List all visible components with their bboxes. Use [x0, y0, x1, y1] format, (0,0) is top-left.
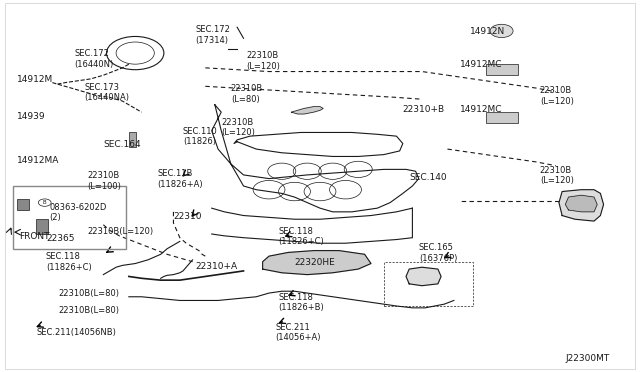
Text: B: B: [43, 200, 47, 205]
Text: SEC.118
(11826+C): SEC.118 (11826+C): [46, 253, 92, 272]
Text: 22310B
(L=120): 22310B (L=120): [246, 51, 280, 71]
Text: 08363-6202D
(2): 08363-6202D (2): [49, 203, 106, 222]
Text: 22310B(L=120): 22310B(L=120): [88, 227, 154, 235]
Circle shape: [38, 199, 51, 206]
Text: 22365: 22365: [46, 234, 74, 243]
Text: 14939: 14939: [17, 112, 46, 121]
Text: FRONT: FRONT: [19, 232, 50, 241]
Text: 22310: 22310: [173, 212, 202, 221]
Text: SEC.11B
(11826+A): SEC.11B (11826+A): [157, 169, 203, 189]
Polygon shape: [406, 267, 441, 286]
Text: 22310B(L=80): 22310B(L=80): [59, 289, 120, 298]
Text: 22310+A: 22310+A: [196, 262, 238, 271]
Text: SEC.118
(11826+B): SEC.118 (11826+B): [278, 293, 324, 312]
Text: 22310B
(L=80): 22310B (L=80): [231, 84, 263, 104]
Polygon shape: [565, 195, 597, 212]
Polygon shape: [291, 107, 323, 114]
Text: 14912MA: 14912MA: [17, 157, 60, 166]
Bar: [129, 132, 136, 147]
Text: 22310B
(L=120): 22310B (L=120): [540, 166, 573, 185]
Text: 14912MC: 14912MC: [460, 105, 502, 114]
Text: SEC.172
(16440N): SEC.172 (16440N): [75, 49, 114, 69]
Text: J22300MT: J22300MT: [565, 354, 609, 363]
Text: 22310+B: 22310+B: [403, 105, 445, 114]
Bar: [36, 219, 48, 234]
Text: SEC.211
(14056+A): SEC.211 (14056+A): [275, 323, 321, 342]
Text: SEC.172
(17314): SEC.172 (17314): [196, 25, 230, 45]
Polygon shape: [262, 251, 371, 275]
Text: 22310B(L=80): 22310B(L=80): [59, 306, 120, 315]
Text: 22320HE: 22320HE: [294, 258, 335, 267]
Bar: [17, 199, 29, 210]
Text: SEC.164: SEC.164: [103, 140, 141, 149]
Text: SEC.110
(11826): SEC.110 (11826): [183, 127, 218, 146]
Circle shape: [490, 24, 513, 38]
Text: 14912N: 14912N: [470, 27, 505, 36]
Text: SEC.173
(16440NA): SEC.173 (16440NA): [84, 83, 129, 102]
Text: SEC.118
(11826+C): SEC.118 (11826+C): [278, 227, 324, 246]
Polygon shape: [559, 190, 604, 221]
Text: SEC.211(14056NB): SEC.211(14056NB): [36, 328, 116, 337]
Bar: [486, 112, 518, 123]
Bar: [486, 64, 518, 75]
Text: 22310B
(L=120): 22310B (L=120): [540, 86, 573, 106]
Text: SEC.165
(16376P): SEC.165 (16376P): [419, 243, 457, 263]
Text: 14912M: 14912M: [17, 75, 54, 84]
Text: 14912MC: 14912MC: [460, 61, 502, 70]
Text: SEC.140: SEC.140: [409, 173, 447, 182]
Text: 22310B
(L=100): 22310B (L=100): [88, 171, 122, 190]
Text: 22310B
(L=120): 22310B (L=120): [221, 118, 255, 137]
